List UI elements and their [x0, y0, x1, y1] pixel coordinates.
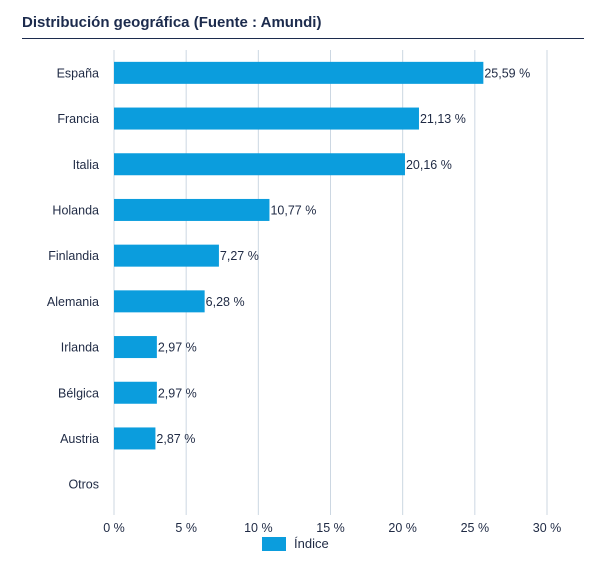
bar: [114, 381, 157, 404]
y-category-label: Finlandia: [48, 249, 99, 263]
data-label: 2,97 %: [158, 386, 197, 400]
bar: [114, 290, 205, 313]
y-category-label: Austria: [60, 432, 99, 446]
legend-label: Índice: [294, 536, 329, 551]
bar: [114, 336, 157, 359]
bar: [114, 244, 219, 267]
y-category-label: Alemania: [47, 295, 99, 309]
x-tick-label: 5 %: [175, 521, 197, 535]
chart-legend: Índice: [262, 536, 329, 551]
bar: [114, 198, 270, 221]
data-label: 25,59 %: [484, 66, 530, 80]
data-label: 2,97 %: [158, 341, 197, 355]
data-label: 20,16 %: [406, 158, 452, 172]
bar: [114, 61, 484, 84]
data-label: 7,27 %: [220, 249, 259, 263]
y-category-label: Francia: [57, 112, 99, 126]
x-tick-label: 20 %: [388, 521, 417, 535]
y-category-label: Irlanda: [61, 341, 99, 355]
y-category-label: España: [57, 66, 99, 80]
legend-swatch: [262, 536, 286, 551]
x-tick-label: 25 %: [461, 521, 490, 535]
y-category-label: Holanda: [52, 203, 99, 217]
data-label: 10,77 %: [270, 203, 316, 217]
y-category-label: Italia: [73, 158, 99, 172]
y-category-label: Bélgica: [58, 386, 99, 400]
x-tick-label: 0 %: [103, 521, 125, 535]
chart-header: Distribución geográfica (Fuente : Amundi…: [22, 14, 584, 39]
x-tick-label: 15 %: [316, 521, 345, 535]
chart-title: Distribución geográfica (Fuente : Amundi…: [22, 14, 584, 39]
bar: [114, 153, 405, 176]
y-category-label: Otros: [68, 478, 99, 492]
x-tick-label: 30 %: [533, 521, 562, 535]
data-label: 2,87 %: [156, 432, 195, 446]
x-tick-label: 10 %: [244, 521, 273, 535]
bar: [114, 107, 419, 130]
data-label: 6,28 %: [206, 295, 245, 309]
bar: [114, 427, 156, 450]
data-label: 21,13 %: [420, 112, 466, 126]
